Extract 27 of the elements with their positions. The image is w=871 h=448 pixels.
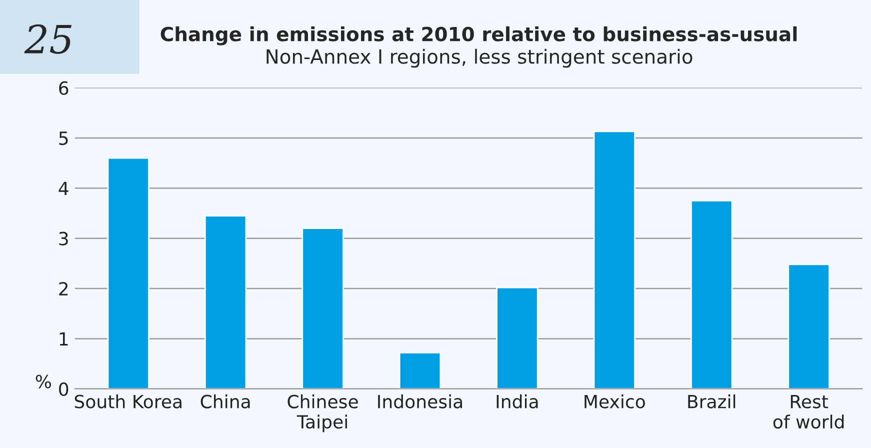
- y-tick-label: 1: [60, 332, 68, 346]
- y-tick-label: 2: [59, 282, 68, 296]
- bar: [107, 157, 150, 389]
- y-tick-label: 5: [59, 132, 68, 146]
- x-tick-label: South Korea: [74, 394, 182, 408]
- chart-subtitle: Non-Annex I regions, less stringent scenario: [266, 48, 692, 68]
- x-tick-label: China: [200, 394, 250, 408]
- y-tick-label: 0: [59, 382, 68, 396]
- y-axis-title: %: [36, 374, 51, 388]
- bar: [690, 200, 733, 389]
- x-tick-label: India: [496, 394, 538, 408]
- x-tick-label: Chinese Taipei: [288, 394, 358, 432]
- bar: [496, 286, 538, 389]
- bar: [204, 215, 247, 389]
- text: 25: [24, 24, 72, 54]
- x-tick-label: Rest of world: [773, 394, 844, 429]
- bar: [302, 228, 344, 389]
- y-tick-label: 3: [59, 232, 68, 246]
- bar: [593, 130, 636, 389]
- y-tick-label: 6: [59, 81, 68, 95]
- bar: [398, 352, 442, 389]
- bar: [788, 264, 830, 389]
- x-tick-label: Indonesia: [378, 394, 462, 408]
- x-tick-label: Mexico: [584, 394, 645, 408]
- x-tick-label: Brazil: [688, 394, 736, 408]
- chart-title: Change in emissions at 2010 relative to business-as-usual: [160, 26, 797, 46]
- y-tick-label: 4: [58, 182, 68, 196]
